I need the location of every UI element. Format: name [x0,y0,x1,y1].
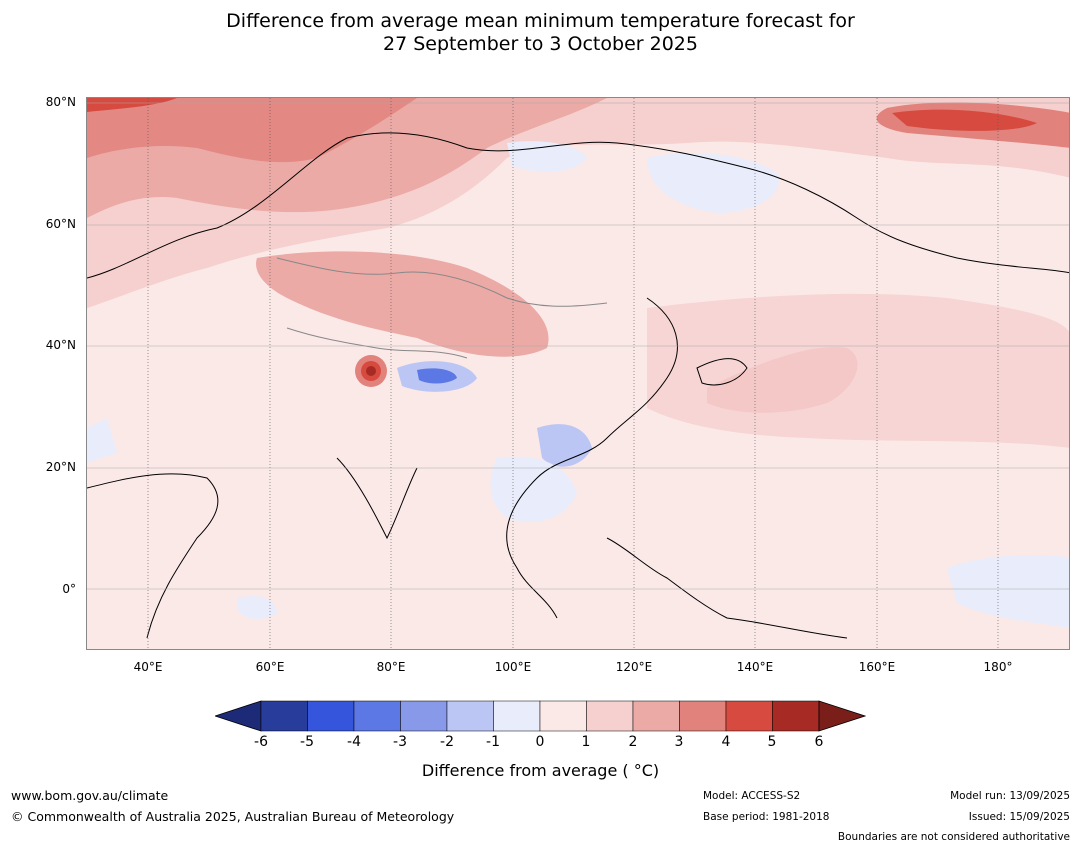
coastline-maritime-continent [606,537,848,639]
model-text: Model: ACCESS-S2 [703,790,801,802]
colorbar-segment [679,700,727,732]
colorbar-tick-label: 0 [535,734,545,750]
lat-label-40n: 40°N [45,338,76,352]
lon-label-80e: 80°E [376,660,406,674]
lon-label-100e: 100°E [494,660,532,674]
graticule [147,98,999,649]
warm-hotspot [366,366,376,376]
colorbar-extend-low [215,700,262,732]
colorbar-tick-label: 5 [767,734,777,750]
warm-anomaly-region [256,251,549,357]
country-boundary [276,257,608,307]
colorbar-tick-label: -6 [254,734,268,750]
disclaimer-text: Boundaries are not considered authoritat… [837,831,1070,843]
cold-anomaly-region [87,418,117,463]
lat-label-80n: 80°N [45,95,76,109]
colorbar-segment [725,700,773,732]
colorbar-segment [632,700,680,732]
colorbar-segment [307,700,355,732]
website-link[interactable]: www.bom.gov.au/climate [11,788,169,803]
cold-anomaly-region [537,424,592,467]
copyright-text: © Commonwealth of Australia 2025, Austra… [11,809,455,824]
cold-anomaly-region [490,456,577,522]
warm-anomaly-region [892,109,1037,131]
anomaly-map-graphic [87,98,1069,649]
colorbar-tick-label: 1 [581,734,591,750]
warm-anomaly-region [87,98,177,112]
map-title: Difference from average mean minimum tem… [0,10,1081,56]
colorbar-tick-label: 4 [721,734,731,750]
coastline [506,297,678,619]
cold-anomaly-region [237,596,277,620]
colorbar-segment [446,700,494,732]
warm-anomaly-region [87,98,417,163]
country-boundary [286,327,468,359]
colorbar-tick-label: -2 [440,734,454,750]
lat-label-0: 0° [62,582,76,596]
base-period-text: Base period: 1981-2018 [703,811,830,823]
warm-anomaly-region [647,293,1069,448]
colorbar-tick-label: 2 [628,734,638,750]
lon-label-180: 180° [983,660,1013,674]
lon-label-120e: 120°E [615,660,653,674]
colorbar-segment [400,700,448,732]
forecast-map [86,97,1070,650]
colorbar-tick-label: 6 [814,734,824,750]
colorbar-segment [586,700,634,732]
colorbar-segment [539,700,587,732]
coastline-japan [696,358,748,386]
model-run-text: Model run: 13/09/2025 [950,790,1070,802]
colorbar-segment [493,700,541,732]
lon-label-160e: 160°E [858,660,896,674]
colorbar-tick-label: -4 [347,734,361,750]
colorbar [215,700,866,732]
colorbar-extend-high [818,700,866,732]
colorbar-title: Difference from average ( °C) [421,761,660,780]
title-line-2: 27 September to 3 October 2025 [383,33,698,55]
coastline-arabia-africa [87,473,219,639]
colorbar-tick-label: 3 [674,734,684,750]
colorbar-segment [260,700,308,732]
lat-label-60n: 60°N [45,217,76,231]
coastline [87,132,1069,279]
lat-label-20n: 20°N [45,460,76,474]
lon-label-140e: 140°E [736,660,774,674]
graticule-lat [87,102,1069,590]
coastline-india [336,457,418,540]
cold-anomaly-region [417,368,457,384]
lon-label-60e: 60°E [255,660,285,674]
colorbar-segment [772,700,820,732]
issued-text: Issued: 15/09/2025 [968,811,1070,823]
title-line-1: Difference from average mean minimum tem… [226,10,855,32]
colorbar-segment [353,700,401,732]
colorbar-tick-label: -5 [300,734,314,750]
lon-label-40e: 40°E [133,660,163,674]
colorbar-tick-label: -3 [393,734,407,750]
colorbar-tick-label: -1 [486,734,500,750]
cold-anomaly-region [947,555,1069,628]
